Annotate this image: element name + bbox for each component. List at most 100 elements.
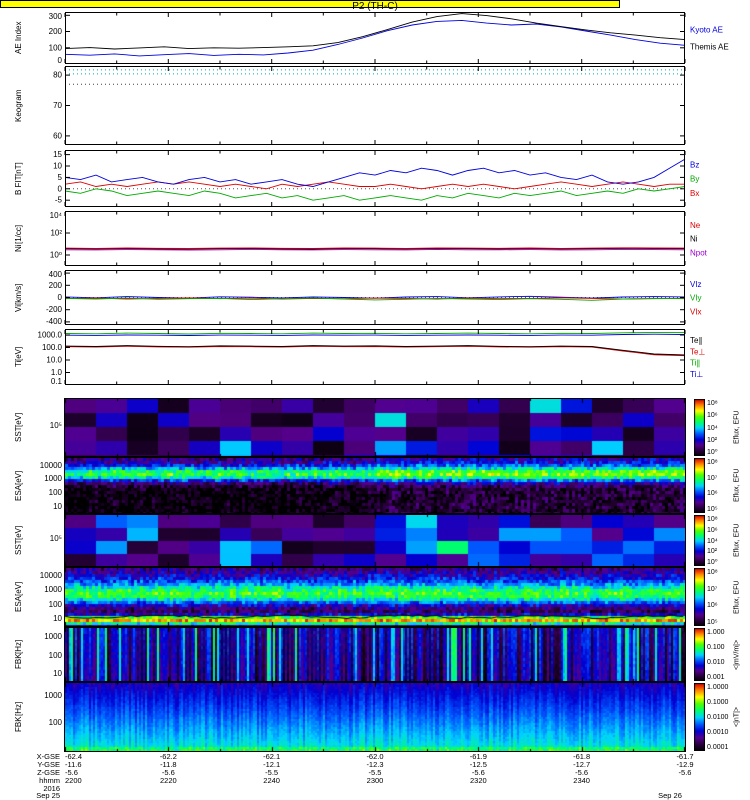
colorbar-tick-esa-ion-2: 10⁶ bbox=[707, 602, 718, 610]
spec-esa-electron bbox=[64, 457, 686, 514]
colorbar-tick-fbk-efi-3: 0.001 bbox=[707, 674, 725, 681]
axis-column-1: -62.2 -11.8 -5.6 2220 bbox=[159, 752, 177, 785]
colorbar-tick-esa-electron-1: 10⁷ bbox=[707, 474, 718, 482]
colorbar-tick-fbk-scm-0: 1.0000 bbox=[707, 684, 729, 691]
ytick-label-fbk-efi-1: 100 bbox=[48, 650, 62, 660]
ytick-label: 0 bbox=[58, 293, 63, 302]
panel-b-fit: 15 10 5 0 -5 Bz By Bx bbox=[53, 150, 699, 207]
ytick-label: 1.0 bbox=[51, 368, 63, 377]
colorbar-tick-sst-electron-2: 10⁴ bbox=[707, 424, 718, 432]
ytick-label: -400 bbox=[46, 317, 63, 325]
ytick-label: 400 bbox=[49, 270, 63, 279]
colorbar-tick-fbk-scm-1: 0.1000 bbox=[707, 699, 729, 706]
colorbar-label-esa-electron: Eflux, EFU bbox=[733, 468, 741, 503]
colorbar-sst-electron bbox=[694, 399, 705, 456]
ytick-label-esa-electron-0: 10000 bbox=[39, 460, 62, 470]
colorbar-fbk-efi bbox=[694, 628, 705, 681]
series-VIy bbox=[64, 297, 686, 301]
ytick-label-fbk-scm-0: 1000 bbox=[44, 691, 62, 701]
colorbar-label-fbk-efi: <|mV/m|> bbox=[733, 639, 741, 670]
series-label-Ti∥: Ti∥ bbox=[690, 359, 700, 368]
axis-header-Y-GSE: Y-GSE bbox=[37, 760, 60, 769]
axis-header-X-GSE: X-GSE bbox=[36, 752, 60, 761]
colorbar-tick-fbk-efi-1: 0.100 bbox=[707, 644, 725, 651]
colorbar-tick-esa-electron-0: 10⁸ bbox=[707, 459, 718, 466]
ytick-label-esa-ion-1: 1000 bbox=[44, 585, 62, 595]
panel-border bbox=[65, 211, 685, 266]
colorbar-tick-esa-ion-1: 10⁷ bbox=[707, 585, 718, 593]
series-Te⊥ bbox=[64, 345, 686, 357]
colorbar-esa-electron bbox=[694, 458, 705, 513]
colorbar-tick-sst-electron-4: 10⁰ bbox=[707, 449, 718, 456]
series-label-Npot: Npot bbox=[690, 248, 708, 257]
panel-velocity: 400 200 0 -200 -400 VIz VIy VIx bbox=[46, 270, 702, 325]
ytick-label: 80 bbox=[53, 71, 62, 80]
colorbar-tick-sst-electron-0: 10⁸ bbox=[707, 400, 718, 407]
series-Bx bbox=[64, 181, 685, 190]
axis-column-4: -61.9 -12.5 -5.6 2320 bbox=[469, 752, 487, 785]
series-label-Ti⊥: Ti⊥ bbox=[690, 370, 703, 379]
ytick-label: 5 bbox=[58, 173, 63, 182]
ytick-label: 10² bbox=[50, 229, 62, 238]
panel-border bbox=[65, 270, 685, 325]
spec-fbk-scm bbox=[64, 682, 686, 752]
axis-column-0: -62.4 -11.6 -5.6 2200 bbox=[65, 752, 83, 785]
band-wave-band bbox=[0, 0, 620, 8]
ytick-label: 300 bbox=[49, 12, 63, 21]
colorbar-tick-sst-electron-1: 10⁶ bbox=[707, 412, 718, 420]
ytick-label-esa-ion-0: 10000 bbox=[39, 570, 62, 580]
ytick-label: 200 bbox=[49, 27, 63, 36]
spec-esa-ion bbox=[64, 567, 686, 627]
series-label-Ne: Ne bbox=[690, 221, 701, 230]
colorbar-tick-sst-ion-0: 10⁸ bbox=[707, 516, 718, 523]
colorbar-sst-ion bbox=[694, 515, 705, 566]
ytick-label: 10.0 bbox=[46, 356, 62, 365]
colorbar-tick-esa-electron-3: 10⁵ bbox=[707, 506, 718, 513]
series-Npot bbox=[64, 248, 686, 251]
series-label-Te∥: Te∥ bbox=[690, 336, 702, 345]
series-label-VIz: VIz bbox=[690, 280, 702, 289]
panel-border bbox=[65, 12, 685, 64]
axis-column-3: -62.0 -12.3 -5.5 2300 bbox=[366, 752, 384, 785]
ytick-label: -5 bbox=[55, 196, 63, 205]
series-Themis AE bbox=[64, 13, 686, 50]
axis-column-6: -61.7 -12.9 -5.6 bbox=[676, 752, 694, 777]
colorbar-label-esa-ion: Eflux, EFU bbox=[733, 580, 741, 614]
ytick-label: 15 bbox=[53, 150, 62, 159]
colorbar-label-sst-ion: Eflux, EFU bbox=[733, 523, 741, 558]
ytick-label: 100 bbox=[49, 43, 63, 52]
colorbar-tick-sst-ion-3: 10² bbox=[707, 548, 718, 556]
axis-date-left: Sep 25 bbox=[36, 791, 60, 800]
panel-border bbox=[65, 329, 685, 385]
panel-border bbox=[65, 66, 685, 145]
series-VIx bbox=[64, 297, 686, 300]
axis-header-hhmm: hhmm bbox=[39, 776, 60, 785]
ytick-label: 10 bbox=[53, 162, 62, 171]
series-Bz bbox=[64, 158, 686, 187]
colorbar-label-sst-electron: Eflux, EFU bbox=[733, 410, 741, 445]
ytick-label-sst-ion-0: 10⁵ bbox=[49, 533, 62, 543]
spec-fbk-efi bbox=[64, 627, 686, 682]
colorbar-tick-sst-ion-1: 10⁶ bbox=[707, 526, 718, 534]
colorbar-tick-fbk-efi-2: 0.010 bbox=[707, 659, 725, 666]
ytick-label-fbk-scm-1: 100 bbox=[48, 718, 62, 728]
ytick-label: 60 bbox=[53, 131, 62, 140]
series-Ni bbox=[64, 247, 686, 250]
panel-border bbox=[65, 150, 685, 207]
ytick-label: -200 bbox=[46, 305, 63, 314]
ytick-label: 0.1 bbox=[51, 377, 63, 385]
ytick-label: 0 bbox=[58, 56, 63, 64]
axis-column-5: -61.8 -12.7 -5.6 2340 bbox=[573, 752, 591, 785]
series-Ne bbox=[64, 247, 686, 249]
ytick-label: 70 bbox=[53, 101, 62, 110]
ytick-label: 200 bbox=[49, 281, 63, 290]
series-label-Ni: Ni bbox=[690, 235, 698, 244]
ytick-label-sst-electron-0: 10⁵ bbox=[49, 420, 62, 430]
series-Kyoto AE bbox=[64, 19, 686, 57]
series-label-Themis AE: Themis AE bbox=[690, 43, 729, 52]
axis-header-Z-GSE: Z-GSE bbox=[37, 768, 60, 777]
series-Te∥ bbox=[64, 345, 686, 356]
series-label-Bx: Bx bbox=[690, 189, 699, 198]
ytick-label-esa-ion-2: 100 bbox=[48, 599, 62, 609]
